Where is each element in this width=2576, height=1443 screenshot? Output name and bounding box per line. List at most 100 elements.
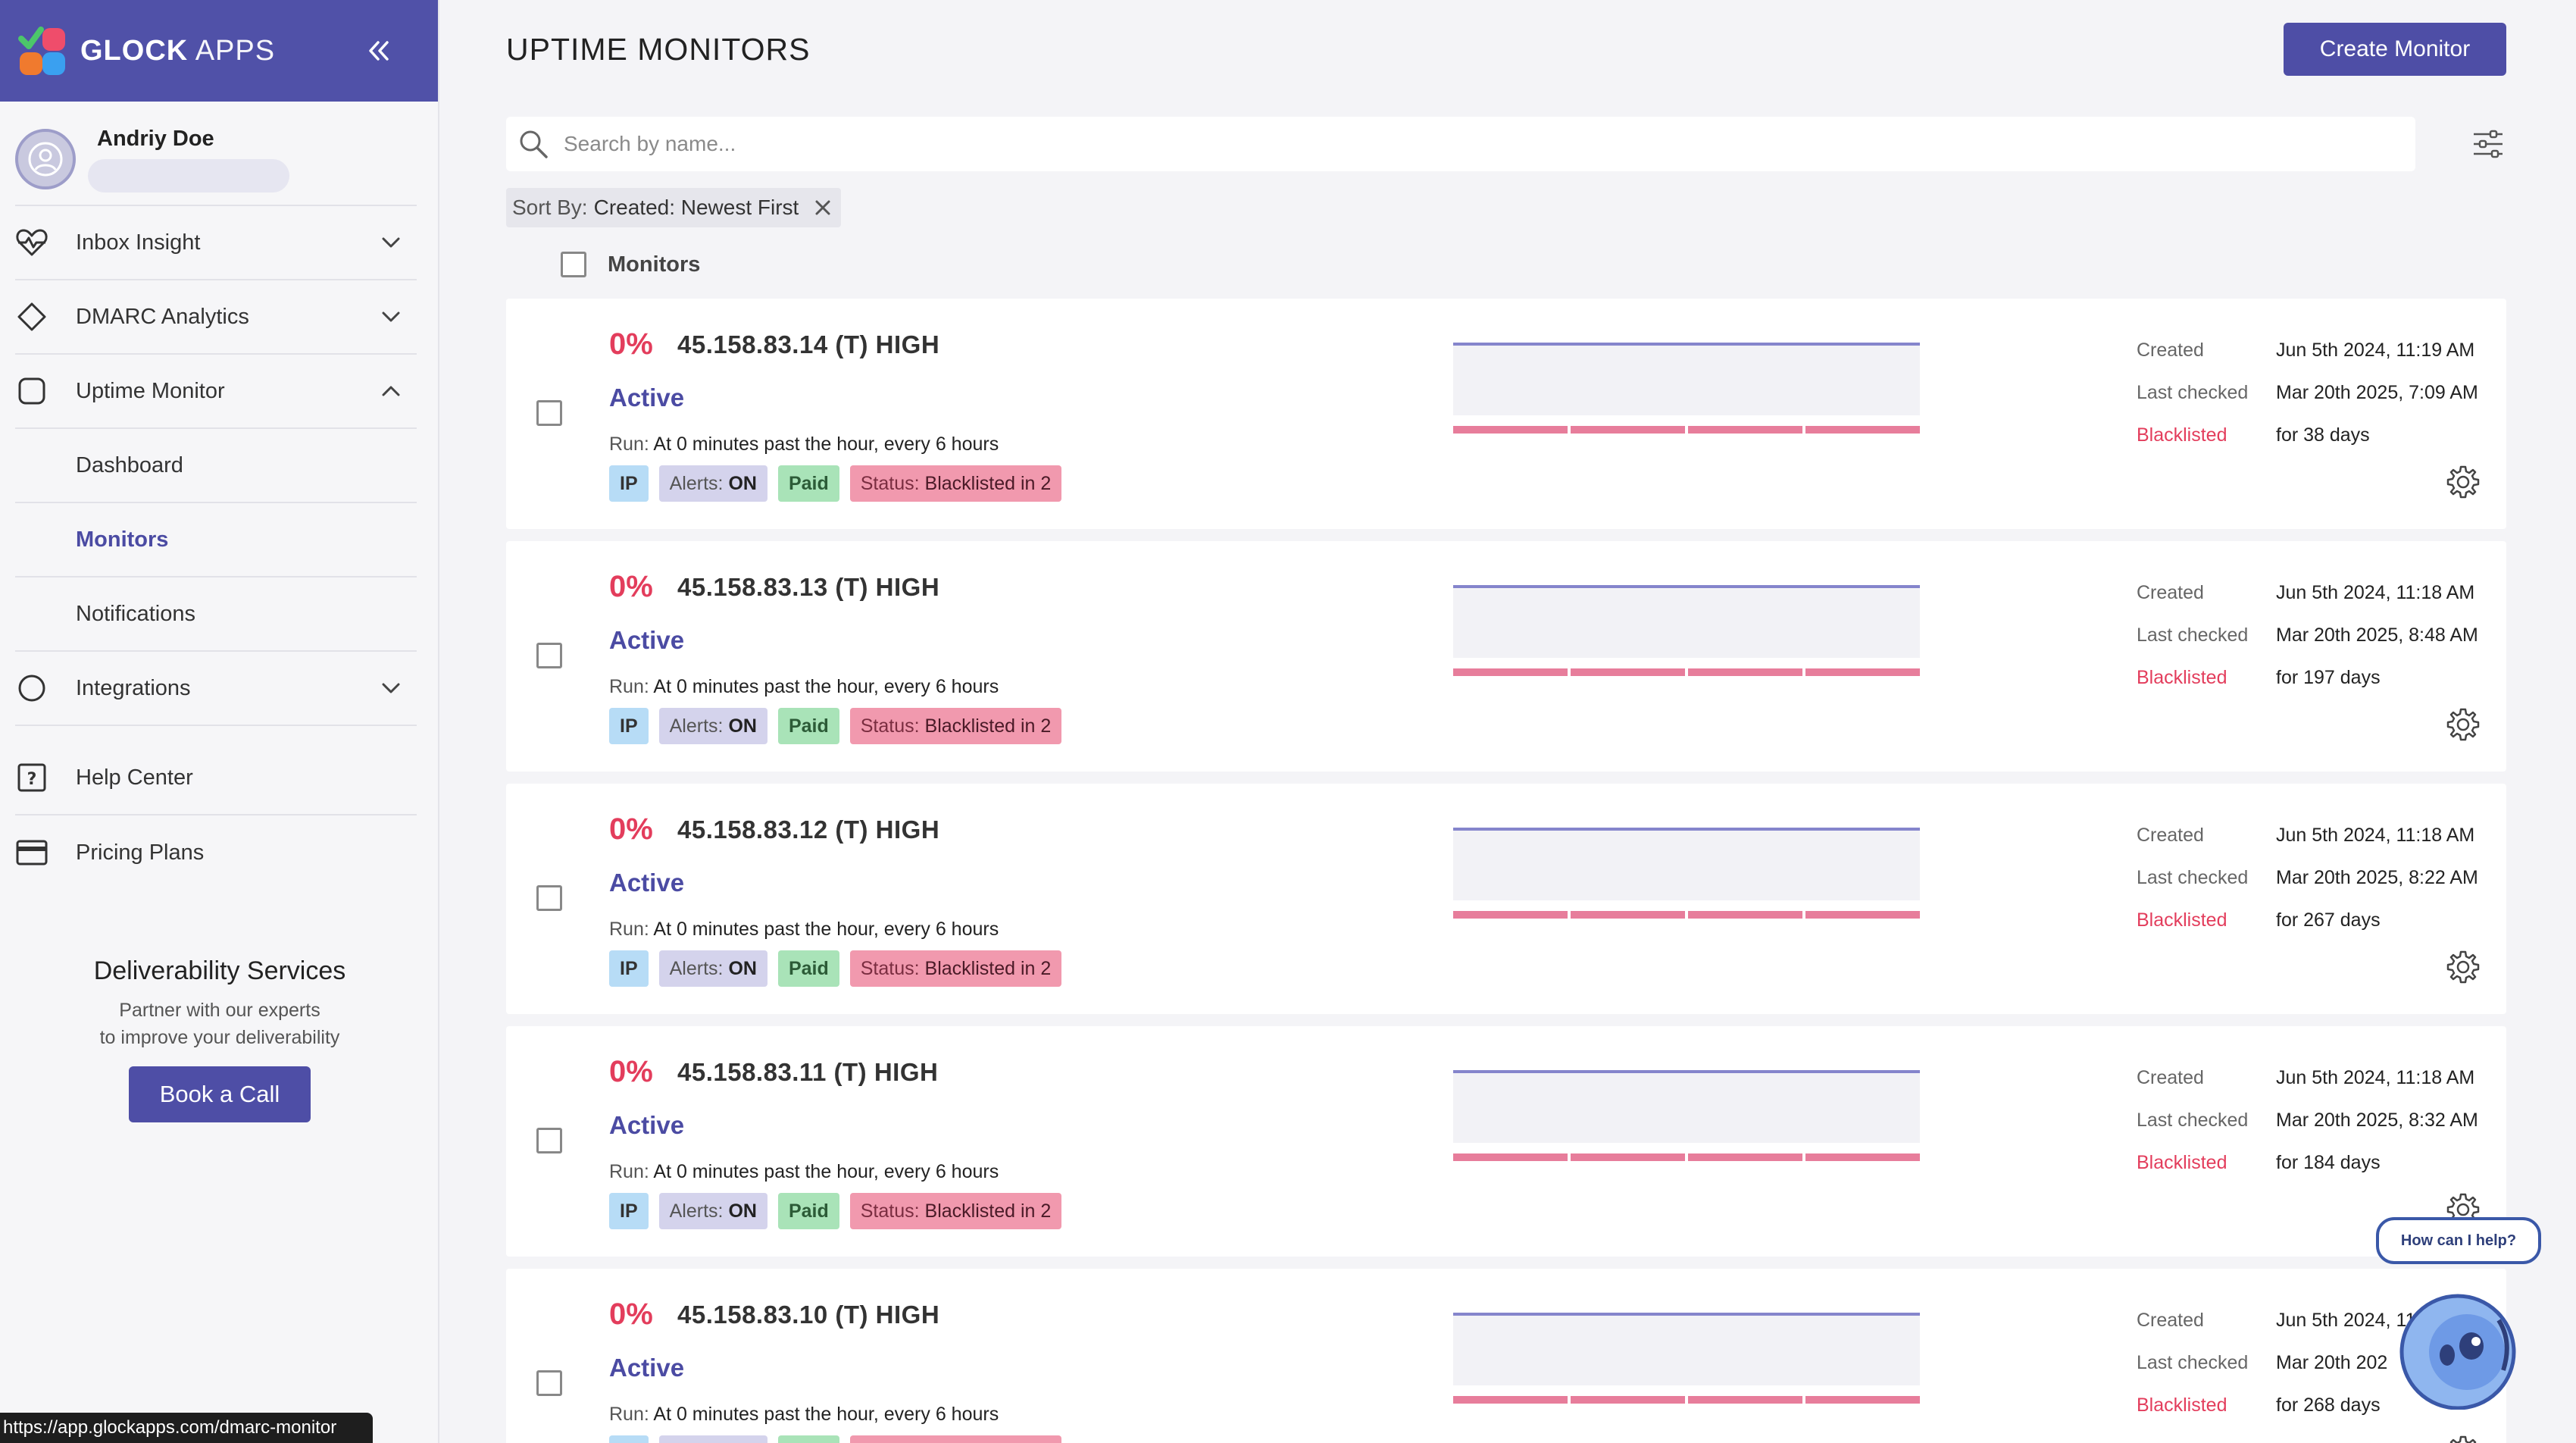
status-segment (1453, 668, 1568, 676)
monitor-meta: Created Jun 5th 2024, 11:18 AM Last check… (2137, 1056, 2478, 1184)
status-segment (1805, 1153, 1920, 1161)
chat-help-bubble[interactable]: How can I help? (2376, 1217, 2541, 1264)
status-segment (1453, 911, 1568, 919)
page-title: UPTIME MONITORS (506, 32, 811, 67)
tag-ip: IP (609, 1435, 649, 1443)
monitor-card[interactable]: 0% 45.158.83.12 (T) HIGH Active Run: At … (506, 784, 2506, 1014)
avatar-icon (28, 142, 63, 177)
sparkline-area (1453, 1316, 1920, 1385)
list-header-label: Monitors (608, 252, 701, 277)
monitor-card[interactable]: 0% 45.158.83.13 (T) HIGH Active Run: At … (506, 541, 2506, 772)
sidebar-subitem-notifications[interactable]: Notifications (15, 578, 417, 652)
sidebar-subitem-monitors[interactable]: Monitors (15, 503, 417, 578)
select-all-checkbox[interactable] (561, 252, 586, 277)
sidebar-item-label: Uptime Monitor (76, 378, 225, 403)
monitor-card[interactable]: 0% 45.158.83.10 (T) HIGH Active Run: At … (506, 1269, 2506, 1443)
monitor-checkbox[interactable] (536, 643, 562, 668)
monitor-name[interactable]: 45.158.83.14 (T) HIGH (677, 330, 940, 358)
sparkline-line (1453, 1313, 1920, 1316)
sidebar-item-label: Help Center (76, 765, 193, 790)
tag-paid: Paid (777, 465, 839, 502)
meta-last-checked: Last checked Mar 20th 202 (2137, 1351, 2388, 1373)
monitor-tags: IP Alerts: ON Paid Status: Blacklisted i… (609, 950, 1072, 987)
user-name: Andriy Doe (97, 126, 214, 151)
sidebar-item-pricing-plans[interactable]: Pricing Plans (15, 815, 417, 890)
meta-blacklisted: Blacklisted for 38 days (2137, 424, 2370, 446)
search-input[interactable] (564, 132, 2306, 156)
sparkline-area (1453, 831, 1920, 900)
chat-bot-button[interactable] (2393, 1288, 2523, 1410)
meta-last-checked: Last checked Mar 20th 2025, 8:22 AM (2137, 866, 2478, 888)
sparkline-line (1453, 343, 1920, 346)
chevron-down-icon (379, 230, 403, 255)
sort-chip[interactable]: Sort By: Created: Newest First (506, 188, 842, 227)
sidebar-item-dmarc-analytics[interactable]: DMARC Analytics (15, 280, 417, 355)
monitor-meta: Created Jun 5th 2024, 11:19 AM Last check… (2137, 329, 2478, 456)
monitor-checkbox[interactable] (536, 400, 562, 426)
monitor-tags: IP Alerts: ON Paid Status: Blacklisted i… (609, 465, 1072, 502)
monitor-run-schedule: Run: At 0 minutes past the hour, every 6… (609, 434, 999, 455)
tag-paid: Paid (777, 1193, 839, 1229)
status-segment (1453, 1153, 1568, 1161)
tag-alerts: Alerts: ON (658, 708, 767, 744)
monitor-name[interactable]: 45.158.83.13 (T) HIGH (677, 573, 940, 601)
tag-status: Status: Blacklisted in 2 (849, 708, 1062, 744)
gear-icon[interactable] (2444, 464, 2481, 500)
monitor-state: Active (609, 626, 685, 654)
search-bar[interactable] (506, 117, 2415, 171)
sidebar-subitem-dashboard[interactable]: Dashboard (15, 429, 417, 503)
logo-icon (17, 25, 68, 77)
meta-blacklisted: Blacklisted for 197 days (2137, 666, 2381, 688)
meta-created: Created Jun 5th 2024, 11:18 AM (2137, 824, 2475, 846)
sidebar-item-inbox-insight[interactable]: Inbox Insight (15, 206, 417, 280)
sparkline-status-bar (1453, 1153, 1920, 1161)
sparkline-line (1453, 585, 1920, 588)
diamond-icon (15, 300, 48, 333)
sidebar-item-integrations[interactable]: Integrations (15, 652, 417, 726)
sidebar-item-help-center[interactable]: ? Help Center (15, 741, 417, 815)
promo-title: Deliverability Services (93, 956, 346, 985)
tag-paid: Paid (777, 708, 839, 744)
status-segment (1805, 911, 1920, 919)
uptime-percent: 0% (609, 570, 653, 603)
filter-button[interactable] (2470, 126, 2506, 162)
meta-created: Created Jun 5th 2024, 11:19 AM (2137, 339, 2475, 361)
gear-icon[interactable] (2444, 949, 2481, 985)
sparkline-status-bar (1453, 668, 1920, 676)
sparkline-area (1453, 1073, 1920, 1143)
close-icon[interactable] (812, 197, 833, 218)
tag-status: Status: Blacklisted in 2 (849, 950, 1062, 987)
avatar[interactable] (15, 129, 76, 189)
meta-last-checked: Last checked Mar 20th 2025, 7:09 AM (2137, 381, 2478, 403)
status-segment (1688, 1153, 1802, 1161)
status-segment (1571, 1396, 1685, 1404)
user-profile[interactable]: Andriy Doe (0, 102, 438, 205)
monitor-name[interactable]: 45.158.83.10 (T) HIGH (677, 1301, 940, 1329)
status-segment (1805, 1396, 1920, 1404)
gear-icon[interactable] (2444, 1434, 2481, 1443)
monitor-checkbox[interactable] (536, 1128, 562, 1153)
user-info: Andriy Doe (88, 126, 289, 193)
collapse-icon (369, 41, 389, 61)
collapse-sidebar-button[interactable] (364, 36, 394, 66)
monitor-checkbox[interactable] (536, 1370, 562, 1396)
chat-bot-icon (2399, 1294, 2516, 1410)
card-icon (15, 836, 48, 869)
sidebar-nav: Inbox Insight DMARC Analytics Uptime Mon… (0, 206, 438, 890)
monitor-card[interactable]: 0% 45.158.83.11 (T) HIGH Active Run: At … (506, 1026, 2506, 1257)
sidebar-item-uptime-monitor[interactable]: Uptime Monitor (15, 355, 417, 429)
create-monitor-button[interactable]: Create Monitor (2284, 23, 2506, 76)
gear-icon[interactable] (2444, 706, 2481, 743)
monitor-name[interactable]: 45.158.83.11 (T) HIGH (677, 1058, 939, 1086)
list-header: Monitors (561, 252, 700, 277)
brand-header: GLOCK APPS (0, 0, 438, 102)
tag-status: Status: Blacklisted in 2 (849, 1435, 1062, 1443)
meta-created: Created Jun 5th 2024, 11:18 AM (2137, 581, 2475, 603)
monitor-checkbox[interactable] (536, 885, 562, 911)
monitor-name[interactable]: 45.158.83.12 (T) HIGH (677, 815, 940, 844)
monitor-card[interactable]: 0% 45.158.83.14 (T) HIGH Active Run: At … (506, 299, 2506, 529)
status-segment (1688, 668, 1802, 676)
filter-icon (2474, 130, 2503, 158)
sort-label: Sort By: (512, 196, 588, 219)
book-call-button[interactable]: Book a Call (129, 1066, 311, 1122)
